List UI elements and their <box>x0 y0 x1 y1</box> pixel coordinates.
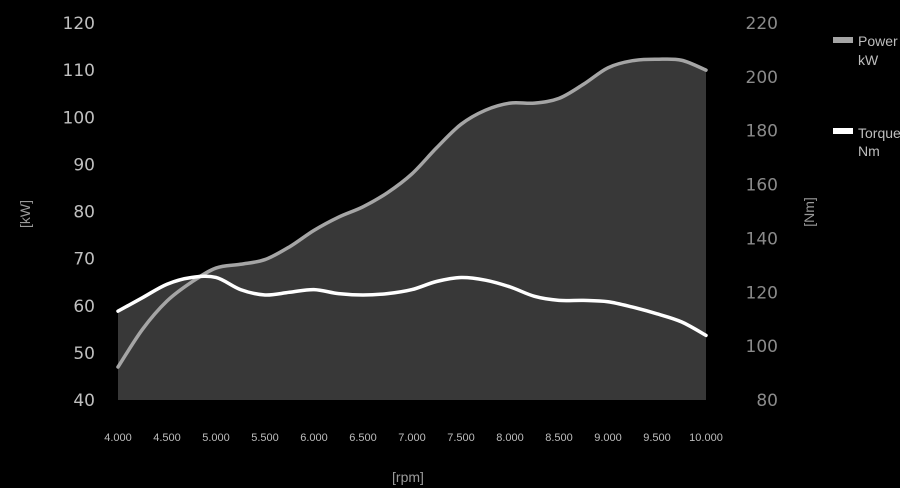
legend-unit-torque: Nm <box>858 143 880 159</box>
y-right-tick-label: 120 <box>746 283 778 303</box>
x-tick-label: 4.000 <box>104 432 132 444</box>
y-right-tick-label: 160 <box>746 176 778 196</box>
x-tick-label: 9.000 <box>594 432 622 444</box>
x-tick-label: 8.000 <box>496 432 524 444</box>
legend-item-power: Power kW <box>833 33 898 68</box>
power-area-fill <box>118 59 706 400</box>
y-right-tick-label: 200 <box>746 68 778 88</box>
y-right-tick-label: 180 <box>746 122 778 142</box>
power-area-fill-group <box>118 59 706 400</box>
torque-series-line <box>116 274 708 338</box>
x-tick-label: 5.000 <box>202 432 230 444</box>
legend-unit-power: kW <box>858 52 879 68</box>
y-left-tick-label: 70 <box>73 250 95 270</box>
y-left-tick-label: 110 <box>63 61 95 81</box>
y-axis-left-ticks: 40 50 60 70 80 90 100 110 120 <box>63 14 95 411</box>
y-left-tick-label: 60 <box>73 297 95 317</box>
y-right-tick-label: 100 <box>746 337 778 357</box>
x-tick-label: 6.000 <box>300 432 328 444</box>
y-right-tick-label: 220 <box>746 14 778 34</box>
y-left-tick-label: 80 <box>73 203 95 223</box>
x-tick-label: 4.500 <box>153 432 181 444</box>
legend-item-torque: Torque Nm <box>833 125 900 159</box>
y-left-tick-label: 40 <box>73 391 95 411</box>
y-left-tick-label: 50 <box>73 344 95 364</box>
power-series-line <box>116 57 708 369</box>
x-tick-label: 7.500 <box>447 432 475 444</box>
x-tick-label: 8.500 <box>545 432 573 444</box>
y-right-tick-label: 140 <box>746 229 778 249</box>
y-axis-left-label: [kW] <box>17 200 33 228</box>
series-lines-group <box>116 57 708 369</box>
x-axis-ticks: 4.000 4.500 5.000 5.500 6.000 6.500 7.000 7.500… <box>104 432 723 444</box>
x-tick-label: 7.000 <box>398 432 426 444</box>
x-tick-label: 6.500 <box>349 432 377 444</box>
x-tick-label: 9.500 <box>643 432 671 444</box>
y-axis-right-ticks: 80 100 120 140 160 180 200 220 <box>746 14 778 411</box>
legend-label-power: Power <box>858 33 898 49</box>
y-right-tick-label: 80 <box>756 391 778 411</box>
x-axis-label: [rpm] <box>392 469 424 485</box>
legend-label-torque: Torque <box>858 125 900 141</box>
y-axis-right-label: [Nm] <box>801 197 817 227</box>
y-left-tick-label: 100 <box>63 108 95 128</box>
x-tick-label: 5.500 <box>251 432 279 444</box>
legend-swatch-torque <box>833 128 853 134</box>
legend-swatch-power <box>833 37 853 43</box>
y-left-tick-label: 90 <box>73 155 95 175</box>
y-left-tick-label: 120 <box>63 14 95 34</box>
legend: Power kW Torque Nm <box>833 33 900 159</box>
x-tick-label: 10.000 <box>689 432 723 444</box>
